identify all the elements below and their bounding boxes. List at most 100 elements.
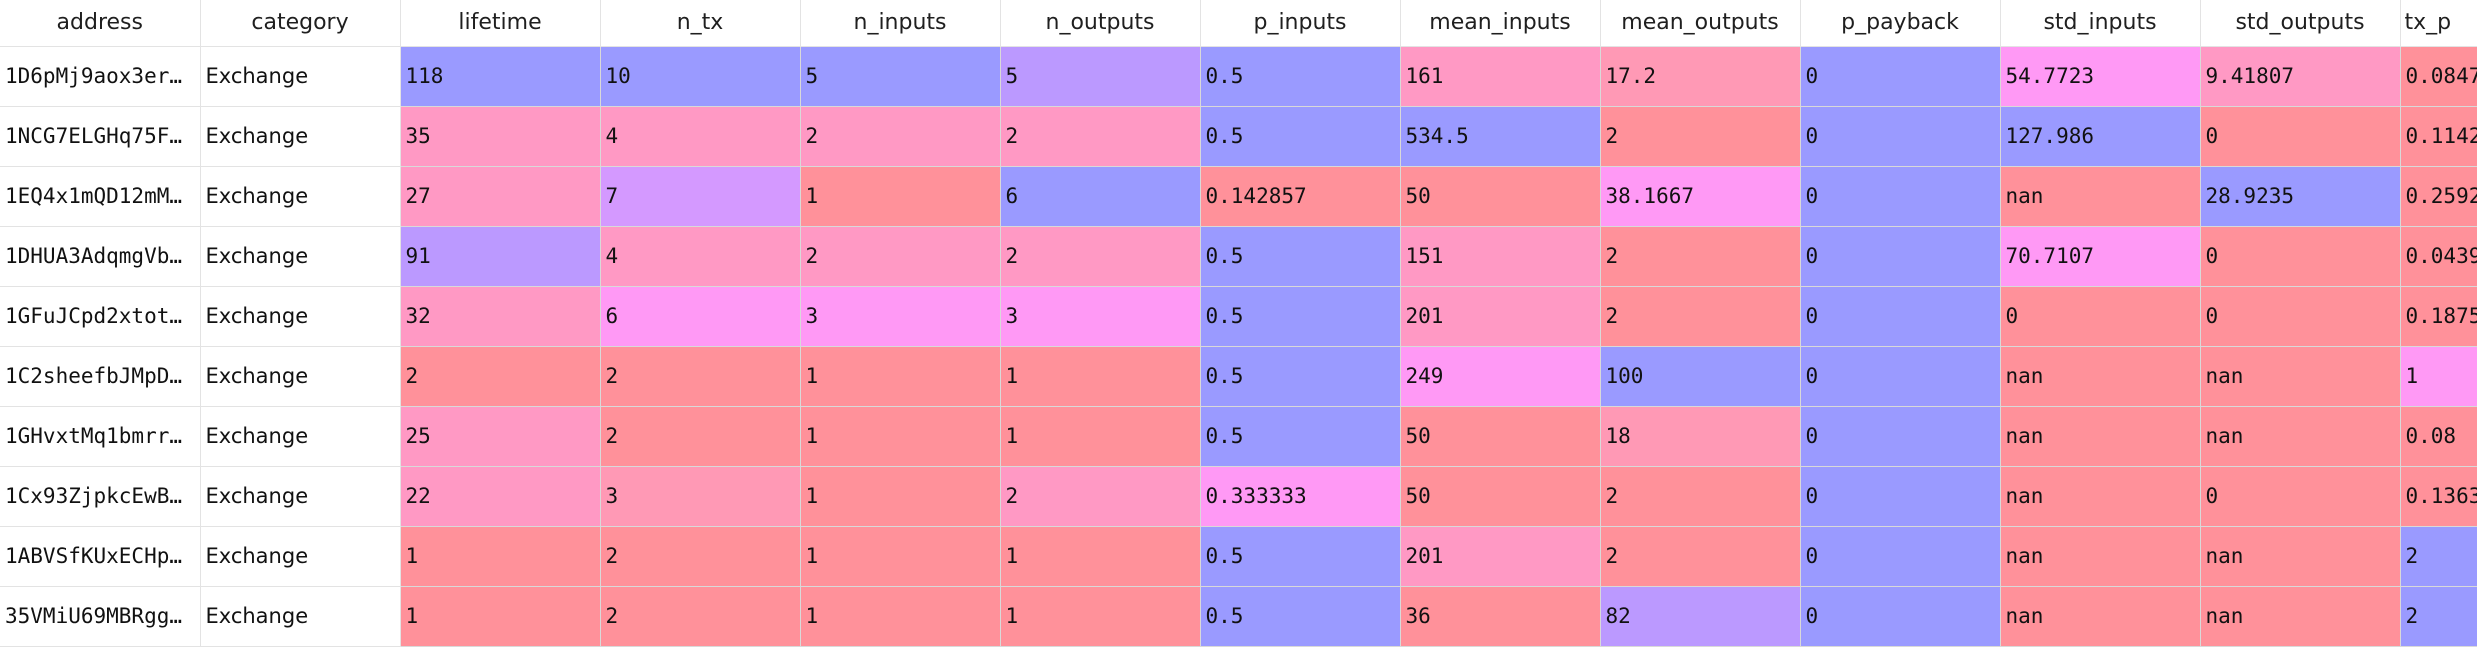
cell-mean-outputs[interactable]: 38.1667 bbox=[1600, 166, 1801, 227]
cell-n-outputs[interactable]: 1 bbox=[1000, 526, 1201, 587]
cell-address[interactable]: 1NCG7ELGHq75F… bbox=[0, 106, 201, 167]
cell-address[interactable]: 1DHUA3AdqmgVb… bbox=[0, 226, 201, 287]
cell-n-inputs[interactable]: 3 bbox=[800, 286, 1001, 347]
cell-p-payback[interactable]: 0 bbox=[1800, 526, 2001, 587]
cell-p-payback[interactable]: 0 bbox=[1800, 226, 2001, 287]
cell-mean-outputs[interactable]: 2 bbox=[1600, 466, 1801, 527]
cell-lifetime[interactable]: 91 bbox=[400, 226, 601, 287]
cell-mean-inputs[interactable]: 50 bbox=[1400, 406, 1601, 467]
cell-n-tx[interactable]: 2 bbox=[600, 586, 801, 647]
cell-mean-inputs[interactable]: 36 bbox=[1400, 586, 1601, 647]
cell-category[interactable]: Exchange bbox=[200, 46, 401, 107]
cell-lifetime[interactable]: 22 bbox=[400, 466, 601, 527]
cell-p-inputs[interactable]: 0.142857 bbox=[1200, 166, 1401, 227]
cell-mean-outputs[interactable]: 82 bbox=[1600, 586, 1801, 647]
cell-n-inputs[interactable]: 1 bbox=[800, 166, 1001, 227]
table-row[interactable]: 1NCG7ELGHq75F… Exchange 35 4 2 2 0.5 534.5 2 0 127… bbox=[0, 106, 2477, 167]
cell-n-tx[interactable]: 2 bbox=[600, 346, 801, 407]
cell-p-payback[interactable]: 0 bbox=[1800, 466, 2001, 527]
cell-address[interactable]: 1D6pMj9aox3er… bbox=[0, 46, 201, 107]
cell-n-outputs[interactable]: 2 bbox=[1000, 466, 1201, 527]
cell-std-outputs[interactable]: 0 bbox=[2200, 286, 2401, 347]
cell-mean-outputs[interactable]: 100 bbox=[1600, 346, 1801, 407]
cell-tx-p[interactable]: 0.2592 bbox=[2400, 166, 2477, 227]
cell-lifetime[interactable]: 32 bbox=[400, 286, 601, 347]
cell-std-outputs[interactable]: nan bbox=[2200, 586, 2401, 647]
cell-mean-outputs[interactable]: 2 bbox=[1600, 526, 1801, 587]
cell-address[interactable]: 1ABVSfKUxECHp… bbox=[0, 526, 201, 587]
cell-std-inputs[interactable]: 54.7723 bbox=[2000, 46, 2201, 107]
cell-n-tx[interactable]: 4 bbox=[600, 226, 801, 287]
cell-n-inputs[interactable]: 1 bbox=[800, 466, 1001, 527]
cell-mean-inputs[interactable]: 534.5 bbox=[1400, 106, 1601, 167]
cell-tx-p[interactable]: 0.0439 bbox=[2400, 226, 2477, 287]
cell-n-inputs[interactable]: 5 bbox=[800, 46, 1001, 107]
cell-std-inputs[interactable]: nan bbox=[2000, 166, 2201, 227]
table-row[interactable]: 1GFuJCpd2xtot… Exchange 32 6 3 3 0.5 201 2 0 0 0 0.1… bbox=[0, 286, 2477, 347]
cell-category[interactable]: Exchange bbox=[200, 406, 401, 467]
cell-p-payback[interactable]: 0 bbox=[1800, 46, 2001, 107]
cell-lifetime[interactable]: 1 bbox=[400, 526, 601, 587]
table-row[interactable]: 35VMiU69MBRgg… Exchange 1 2 1 1 0.5 36 82 0 nan nan… bbox=[0, 586, 2477, 647]
cell-tx-p[interactable]: 0.1363 bbox=[2400, 466, 2477, 527]
cell-tx-p[interactable]: 0.1875 bbox=[2400, 286, 2477, 347]
cell-mean-inputs[interactable]: 50 bbox=[1400, 466, 1601, 527]
cell-mean-outputs[interactable]: 18 bbox=[1600, 406, 1801, 467]
cell-tx-p[interactable]: 0.0847 bbox=[2400, 46, 2477, 107]
cell-category[interactable]: Exchange bbox=[200, 226, 401, 287]
column-header-mean-outputs[interactable]: mean_outputs bbox=[1600, 0, 1801, 47]
cell-p-inputs[interactable]: 0.5 bbox=[1200, 346, 1401, 407]
cell-p-inputs[interactable]: 0.5 bbox=[1200, 106, 1401, 167]
cell-p-inputs[interactable]: 0.5 bbox=[1200, 586, 1401, 647]
cell-mean-outputs[interactable]: 2 bbox=[1600, 106, 1801, 167]
cell-n-inputs[interactable]: 2 bbox=[800, 226, 1001, 287]
cell-category[interactable]: Exchange bbox=[200, 346, 401, 407]
column-header-address[interactable]: address bbox=[0, 0, 201, 47]
cell-n-tx[interactable]: 7 bbox=[600, 166, 801, 227]
cell-category[interactable]: Exchange bbox=[200, 526, 401, 587]
cell-n-outputs[interactable]: 5 bbox=[1000, 46, 1201, 107]
cell-n-inputs[interactable]: 1 bbox=[800, 526, 1001, 587]
cell-mean-inputs[interactable]: 249 bbox=[1400, 346, 1601, 407]
cell-mean-inputs[interactable]: 151 bbox=[1400, 226, 1601, 287]
table-row[interactable]: 1ABVSfKUxECHp… Exchange 1 2 1 1 0.5 201 2 0 nan nan… bbox=[0, 526, 2477, 587]
cell-mean-inputs[interactable]: 201 bbox=[1400, 286, 1601, 347]
cell-n-outputs[interactable]: 1 bbox=[1000, 586, 1201, 647]
cell-category[interactable]: Exchange bbox=[200, 106, 401, 167]
cell-p-inputs[interactable]: 0.5 bbox=[1200, 226, 1401, 287]
cell-p-inputs[interactable]: 0.333333 bbox=[1200, 466, 1401, 527]
column-header-n-outputs[interactable]: n_outputs bbox=[1000, 0, 1201, 47]
column-header-n-inputs[interactable]: n_inputs bbox=[800, 0, 1001, 47]
cell-p-inputs[interactable]: 0.5 bbox=[1200, 46, 1401, 107]
cell-n-outputs[interactable]: 1 bbox=[1000, 406, 1201, 467]
cell-n-outputs[interactable]: 3 bbox=[1000, 286, 1201, 347]
cell-address[interactable]: 1Cx93ZjpkcEwB… bbox=[0, 466, 201, 527]
cell-address[interactable]: 1GFuJCpd2xtot… bbox=[0, 286, 201, 347]
column-header-mean-inputs[interactable]: mean_inputs bbox=[1400, 0, 1601, 47]
cell-n-tx[interactable]: 6 bbox=[600, 286, 801, 347]
cell-n-inputs[interactable]: 1 bbox=[800, 346, 1001, 407]
cell-std-outputs[interactable]: nan bbox=[2200, 526, 2401, 587]
column-header-std-outputs[interactable]: std_outputs bbox=[2200, 0, 2401, 47]
cell-mean-inputs[interactable]: 161 bbox=[1400, 46, 1601, 107]
cell-address[interactable]: 35VMiU69MBRgg… bbox=[0, 586, 201, 647]
cell-n-tx[interactable]: 2 bbox=[600, 526, 801, 587]
cell-tx-p[interactable]: 0.1142 bbox=[2400, 106, 2477, 167]
cell-p-payback[interactable]: 0 bbox=[1800, 106, 2001, 167]
column-header-category[interactable]: category bbox=[200, 0, 401, 47]
cell-std-outputs[interactable]: nan bbox=[2200, 406, 2401, 467]
cell-n-outputs[interactable]: 1 bbox=[1000, 346, 1201, 407]
cell-category[interactable]: Exchange bbox=[200, 166, 401, 227]
cell-n-outputs[interactable]: 2 bbox=[1000, 226, 1201, 287]
cell-std-outputs[interactable]: 0 bbox=[2200, 226, 2401, 287]
cell-p-inputs[interactable]: 0.5 bbox=[1200, 406, 1401, 467]
cell-mean-inputs[interactable]: 50 bbox=[1400, 166, 1601, 227]
cell-lifetime[interactable]: 27 bbox=[400, 166, 601, 227]
cell-p-payback[interactable]: 0 bbox=[1800, 586, 2001, 647]
cell-p-inputs[interactable]: 0.5 bbox=[1200, 286, 1401, 347]
cell-p-payback[interactable]: 0 bbox=[1800, 406, 2001, 467]
cell-p-payback[interactable]: 0 bbox=[1800, 166, 2001, 227]
cell-std-inputs[interactable]: nan bbox=[2000, 586, 2201, 647]
cell-std-outputs[interactable]: 28.9235 bbox=[2200, 166, 2401, 227]
cell-tx-p[interactable]: 2 bbox=[2400, 586, 2477, 647]
